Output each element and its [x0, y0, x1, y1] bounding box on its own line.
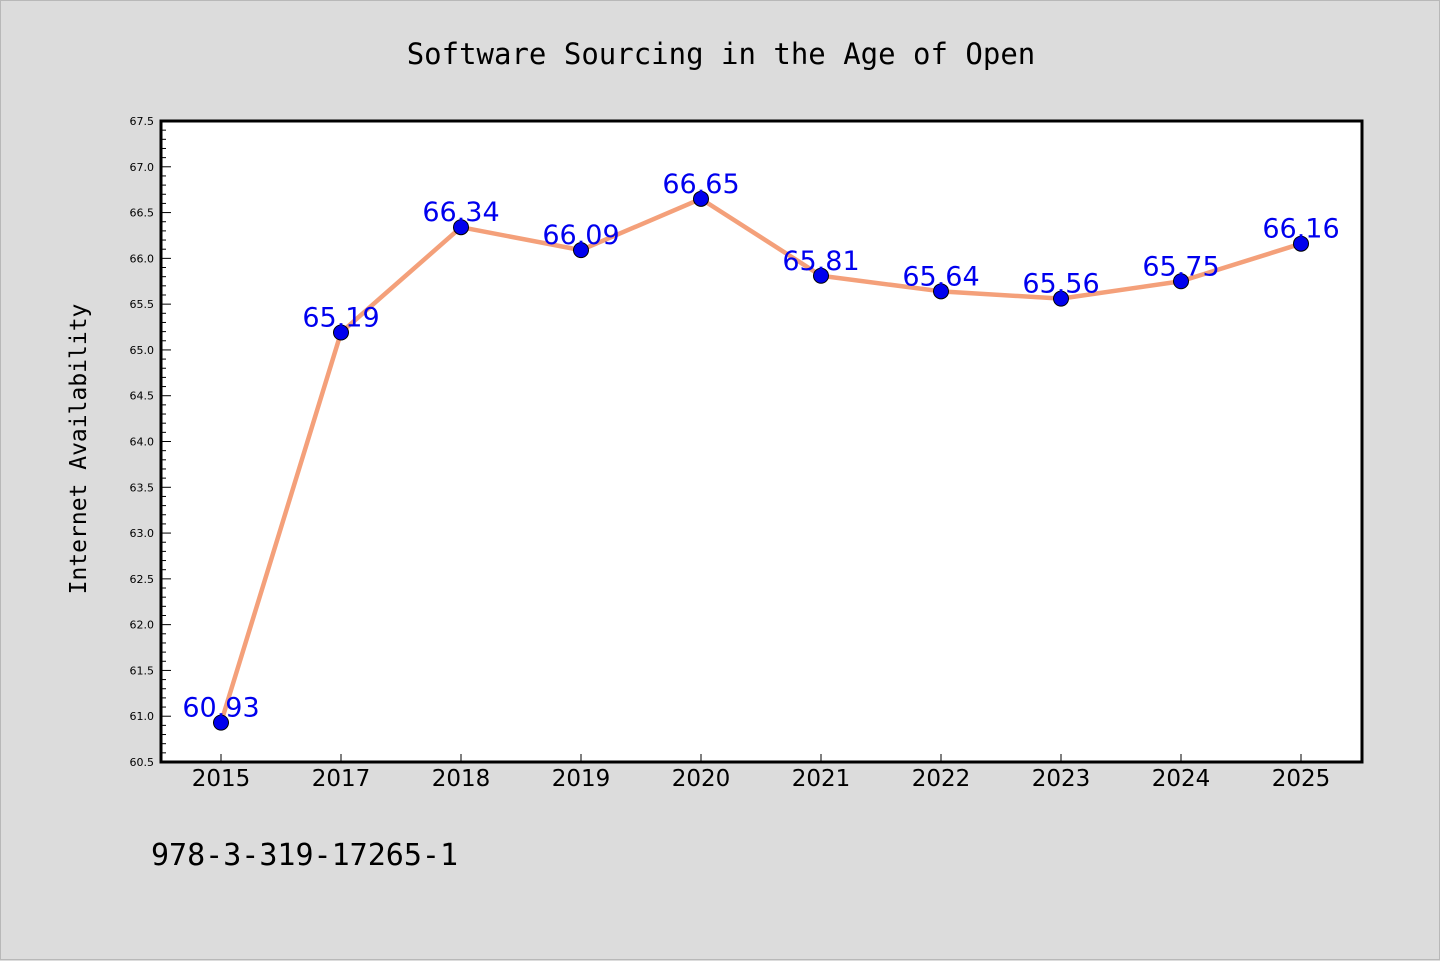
x-tick-label: 2024 [1152, 766, 1211, 792]
data-label: 65.19 [302, 303, 379, 334]
data-point [1053, 290, 1069, 307]
y-tick-label: 66.0 [130, 252, 155, 265]
data-label: 66.09 [542, 220, 619, 251]
data-point [1173, 273, 1189, 290]
data-point [453, 219, 469, 236]
y-tick-label: 65.0 [130, 344, 155, 357]
x-axis-ticks: 2015 2017 2018 2019 2020 2021 2022 2023 2024 2025 [192, 754, 1331, 792]
x-tick-label: 2021 [792, 766, 851, 792]
data-label: 60.93 [182, 693, 259, 724]
data-label: 65.81 [782, 246, 859, 277]
x-tick-label: 2019 [552, 766, 611, 792]
data-label: 66.34 [422, 197, 499, 228]
y-tick-label: 66.5 [130, 207, 155, 220]
data-point [1293, 235, 1309, 252]
plot-area [161, 121, 1362, 762]
x-tick-label: 2023 [1032, 766, 1091, 792]
y-tick-label: 64.5 [130, 390, 155, 403]
y-tick-label: 62.5 [130, 573, 155, 586]
y-tick-label: 61.5 [130, 664, 155, 677]
data-point [813, 267, 829, 284]
y-tick-label: 61.0 [130, 710, 155, 723]
x-tick-label: 2018 [432, 766, 491, 792]
data-label: 65.56 [1022, 269, 1099, 300]
series-line [218, 196, 1304, 725]
y-tick-label: 65.5 [130, 298, 155, 311]
data-point [693, 190, 709, 207]
y-tick-label: 60.5 [130, 756, 155, 769]
plot-frame [159, 119, 1364, 764]
data-label: 66.16 [1262, 214, 1339, 245]
isbn-label: 978-3-319-17265-1 [151, 838, 458, 873]
y-tick-label: 67.5 [130, 115, 155, 128]
y-tick-label: 63.0 [130, 527, 155, 540]
data-label: 66.65 [662, 169, 739, 200]
y-axis-ticks: 60.5 61.0 61.5 62.0 62.5 63.0 63.5 64.0 64.5 65.0… [130, 115, 171, 769]
data-label: 65.75 [1142, 251, 1219, 282]
data-point [333, 324, 349, 341]
y-tick-label: 67.0 [130, 161, 155, 174]
data-point [933, 283, 949, 300]
data-point [573, 242, 589, 259]
data-label: 65.64 [902, 261, 979, 292]
x-tick-label: 2020 [672, 766, 731, 792]
x-tick-label: 2022 [912, 766, 971, 792]
x-tick-label: 2015 [192, 766, 251, 792]
y-tick-label: 62.0 [130, 619, 155, 632]
y-axis-label: Internet Availability [66, 304, 92, 595]
x-tick-label: 2025 [1272, 766, 1331, 792]
y-tick-label: 63.5 [130, 481, 155, 494]
x-tick-label: 2017 [312, 766, 371, 792]
y-tick-label: 64.0 [130, 436, 155, 449]
series-layer: 60.93 65.19 66.34 66.09 66.65 65.81 65.64 65.56… [182, 169, 1340, 731]
chart-title: Software Sourcing in the Age of Open [407, 37, 1036, 71]
data-point [213, 714, 229, 731]
